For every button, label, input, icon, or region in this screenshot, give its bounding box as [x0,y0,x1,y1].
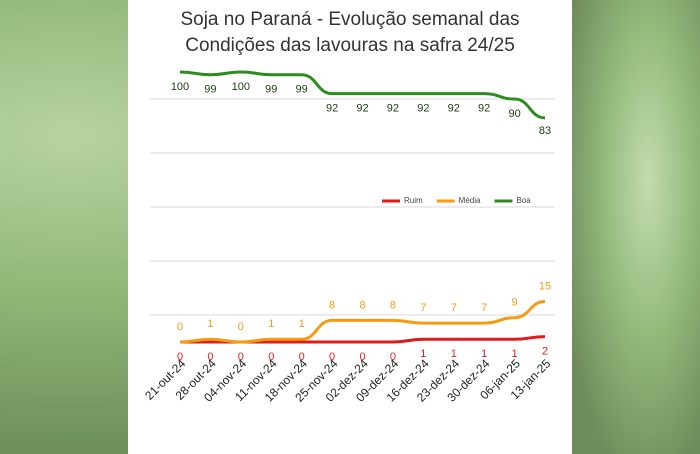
data-label: 0 [390,351,396,363]
data-label: 99 [296,84,308,96]
data-label: 0 [207,351,213,363]
data-label: 92 [326,103,338,115]
data-label: 2 [542,346,548,358]
data-label: 1 [420,348,426,360]
data-label: 100 [171,81,189,93]
data-label: 99 [265,84,277,96]
data-label: 1 [207,318,213,330]
chart-title: Soja no Paraná - Evolução semanal das [180,9,519,30]
data-label: 100 [232,81,250,93]
legend-label: Média [459,196,481,205]
data-label: 92 [448,103,460,115]
data-label: 0 [268,351,274,363]
data-label: 8 [359,299,365,311]
data-label: 0 [238,321,244,333]
data-label: 7 [451,302,457,314]
data-label: 7 [420,302,426,314]
data-label: 83 [539,125,551,137]
data-label: 92 [356,103,368,115]
data-label: 92 [417,103,429,115]
data-label: 1 [481,348,487,360]
data-label: 90 [508,108,520,120]
data-label: 9 [512,297,518,309]
data-label: 92 [478,103,490,115]
series-line [179,300,546,344]
data-label: 15 [539,280,551,292]
data-label: 8 [329,299,335,311]
data-label: 1 [512,348,518,360]
data-label: 7 [481,302,487,314]
data-label: 1 [451,348,457,360]
data-label: 99 [204,84,216,96]
data-label: 0 [329,351,335,363]
chart-title: Condições das lavouras na safra 24/25 [185,35,515,56]
series-line [179,70,546,120]
legend-label: Ruim [404,196,423,205]
data-label: 0 [299,351,305,363]
legend-label: Boa [516,196,531,205]
data-label: 0 [359,351,365,363]
data-label: 8 [390,299,396,311]
data-label: 92 [387,103,399,115]
data-label: 0 [177,321,183,333]
data-label: 0 [238,351,244,363]
data-label: 1 [268,318,274,330]
data-label: 0 [177,351,183,363]
data-label: 1 [299,318,305,330]
